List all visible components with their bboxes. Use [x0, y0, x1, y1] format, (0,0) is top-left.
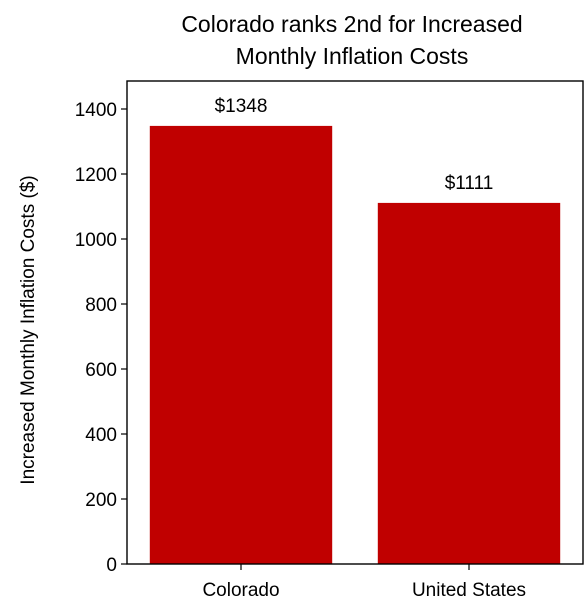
y-tick-label: 1200 — [75, 165, 117, 186]
y-tick-label: 600 — [85, 360, 117, 381]
plot-area: $1348 Colorado $1111 United States 0 200 400 60… — [75, 80, 584, 601]
x-tick-label: United States — [412, 580, 526, 601]
x-tick-label: Colorado — [202, 580, 279, 601]
y-tick-label: 0 — [106, 555, 117, 576]
bar-value-label: $1348 — [215, 96, 268, 117]
bar-colorado — [149, 125, 333, 565]
chart-title-line-1: Colorado ranks 2nd for Increased — [181, 11, 522, 37]
plot-frame — [126, 80, 584, 565]
bar-united-states — [377, 202, 561, 564]
y-tick-label: 1400 — [75, 100, 117, 121]
y-tick-label: 200 — [85, 490, 117, 511]
y-axis-label: Increased Monthly Inflation Costs ($) — [18, 175, 39, 484]
y-tick-label: 800 — [85, 295, 117, 316]
y-tick-label: 400 — [85, 425, 117, 446]
y-tick-label: 1000 — [75, 230, 117, 251]
chart-title-line-2: Monthly Inflation Costs — [236, 43, 469, 69]
bar-value-label: $1111 — [445, 173, 494, 194]
